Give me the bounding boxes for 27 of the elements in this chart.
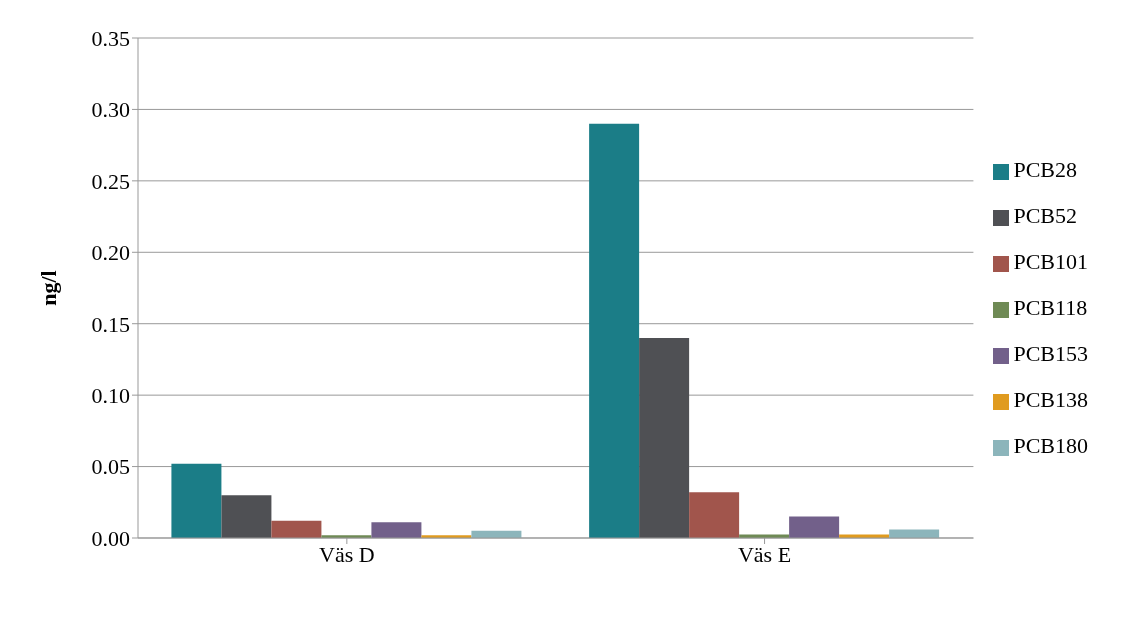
legend-label: PCB180 [1013, 433, 1088, 458]
legend-label: PCB28 [1013, 157, 1077, 182]
bar [789, 516, 840, 538]
y-tick-label: 0.15 [91, 311, 130, 337]
bar [221, 495, 272, 538]
bar [171, 463, 222, 538]
y-tick-label: 0.20 [91, 240, 130, 266]
y-tick-label: 0.35 [91, 25, 130, 51]
bar [889, 529, 940, 538]
y-tick-label: 0.30 [91, 97, 130, 123]
y-tick-label: 0.05 [91, 454, 130, 480]
y-tick-label: 0.10 [91, 382, 130, 408]
y-tick-label: 0.25 [91, 168, 130, 194]
legend-label: PCB101 [1013, 249, 1088, 274]
legend-label: PCB52 [1013, 203, 1077, 228]
bar [639, 338, 690, 538]
bar [271, 520, 322, 538]
x-tick-label: Väs E [737, 541, 792, 567]
legend-label: PCB118 [1013, 295, 1088, 320]
legend-label: PCB153 [1013, 341, 1088, 366]
y-axis-title: ng/l [35, 270, 61, 306]
bar [589, 123, 640, 538]
x-tick-label: Väs D [319, 541, 375, 567]
bar [689, 492, 740, 538]
bar [371, 522, 422, 538]
legend-label: PCB138 [1013, 387, 1088, 412]
y-tick-label: 0.00 [91, 525, 130, 551]
